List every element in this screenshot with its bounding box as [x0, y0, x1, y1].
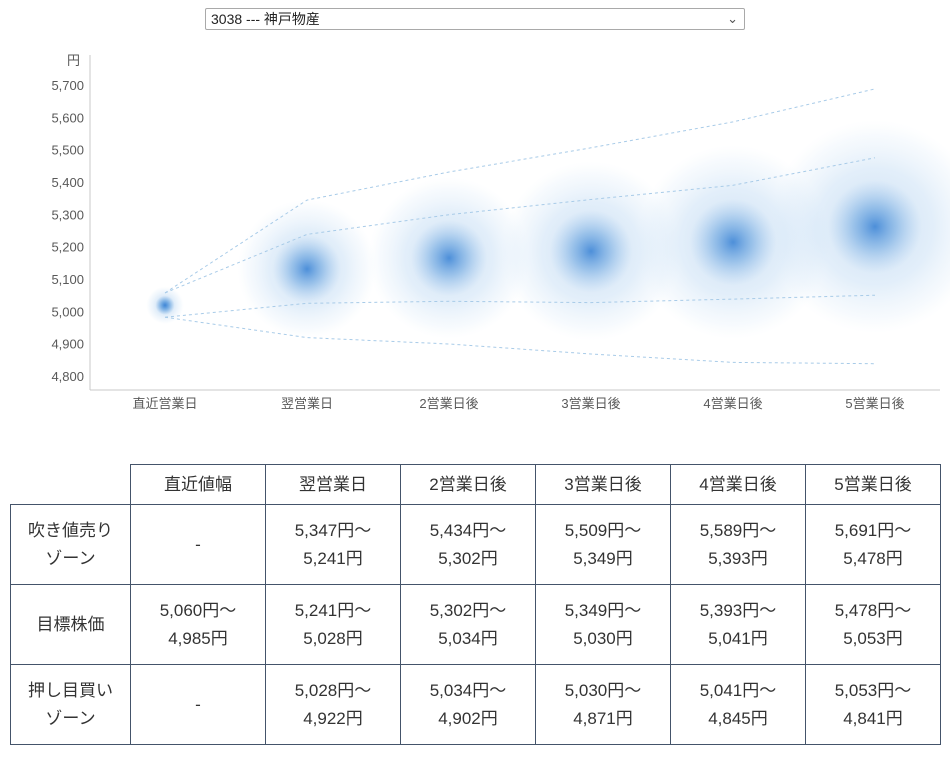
table-header-row: 直近値幅 翌営業日 2営業日後 3営業日後 4営業日後 5営業日後	[11, 464, 941, 505]
selector-bar: 3038 --- 神戸物産 ⌄	[205, 8, 745, 30]
table-cell: 5,034円～ 4,902円	[400, 664, 536, 745]
table-cell: 5,030円～ 4,871円	[535, 664, 671, 745]
col-header-day4: 4営業日後	[670, 464, 806, 505]
table-row-target-price: 目標株価 5,060円～ 4,985円 5,241円～ 5,028円 5,302…	[10, 584, 941, 665]
forecast-bubble-core	[828, 179, 922, 274]
fan-line-buy-zone-lower	[164, 316, 876, 365]
table-cell: 5,053円～ 4,841円	[805, 664, 941, 745]
table-cell: 5,060円～ 4,985円	[130, 584, 266, 665]
col-header-day2: 2営業日後	[400, 464, 536, 505]
y-tick-label: 5,400	[51, 175, 84, 190]
table-cell: 5,589円～ 5,393円	[670, 504, 806, 585]
y-tick-label: 5,000	[51, 304, 84, 319]
y-tick-label: 5,100	[51, 272, 84, 287]
col-header-recent-range: 直近値幅	[130, 464, 266, 505]
table-cell: 5,393円～ 5,041円	[670, 584, 806, 665]
forecast-bubble-core	[155, 295, 175, 315]
corner-cell	[11, 465, 131, 505]
price-forecast-chart: 円 5,700 5,600 5,500 5,400 5,300 5,200 5,100 5,00…	[51, 53, 950, 411]
x-tick-label: 5営業日後	[845, 396, 904, 411]
col-header-next-day: 翌営業日	[265, 464, 401, 505]
table-cell: -	[130, 504, 266, 585]
forecast-bubble-core	[272, 234, 342, 304]
forecast-bubble-core	[689, 198, 777, 286]
y-tick-label: 5,700	[51, 78, 84, 93]
col-header-day3: 3営業日後	[535, 464, 671, 505]
table-cell: 5,041円～ 4,845円	[670, 664, 806, 745]
forecast-bubble-core	[549, 209, 633, 293]
forecast-table: 直近値幅 翌営業日 2営業日後 3営業日後 4営業日後 5営業日後 吹き値売り …	[10, 464, 941, 745]
y-tick-label: 5,300	[51, 207, 84, 222]
row-label-sell-zone: 吹き値売り ゾーン	[10, 504, 131, 585]
y-tick-label: 5,600	[51, 110, 84, 125]
forecast-bubble-core	[410, 219, 488, 297]
x-tick-label: 3営業日後	[561, 396, 620, 411]
fan-line-sell-zone-upper	[164, 88, 876, 294]
x-tick-label: 翌営業日	[281, 396, 333, 411]
table-cell: 5,691円～ 5,478円	[805, 504, 941, 585]
chart-plot: 円 5,700 5,600 5,500 5,400 5,300 5,200 5,100 5,00…	[51, 53, 950, 411]
x-tick-label: 2営業日後	[419, 396, 478, 411]
row-label-buy-zone: 押し目買い ゾーン	[10, 664, 131, 745]
table-cell: 5,347円～ 5,241円	[265, 504, 401, 585]
table-row-sell-zone: 吹き値売り ゾーン - 5,347円～ 5,241円 5,434円～ 5,302…	[10, 504, 941, 585]
y-tick-label: 4,900	[51, 337, 84, 352]
fan-line-sell-zone-lower	[164, 157, 876, 294]
table-cell: 5,028円～ 4,922円	[265, 664, 401, 745]
y-axis-unit-label: 円	[67, 53, 80, 68]
x-tick-label: 4営業日後	[703, 396, 762, 411]
y-tick-label: 5,200	[51, 240, 84, 255]
table-cell: 5,434円～ 5,302円	[400, 504, 536, 585]
x-tick-label: 直近営業日	[132, 396, 197, 411]
table-cell: 5,302円～ 5,034円	[400, 584, 536, 665]
table-cell: -	[130, 664, 266, 745]
y-tick-label: 4,800	[51, 369, 84, 384]
y-tick-label: 5,500	[51, 143, 84, 158]
table-row-buy-zone: 押し目買い ゾーン - 5,028円～ 4,922円 5,034円～ 4,902…	[10, 664, 941, 745]
stock-select[interactable]: 3038 --- 神戸物産	[205, 8, 745, 30]
table-cell: 5,478円～ 5,053円	[805, 584, 941, 665]
table-cell: 5,509円～ 5,349円	[535, 504, 671, 585]
table-cell: 5,349円～ 5,030円	[535, 584, 671, 665]
row-label-target-price: 目標株価	[10, 584, 131, 665]
col-header-day5: 5営業日後	[805, 464, 941, 505]
table-cell: 5,241円～ 5,028円	[265, 584, 401, 665]
fan-line-buy-zone-upper	[164, 294, 876, 318]
